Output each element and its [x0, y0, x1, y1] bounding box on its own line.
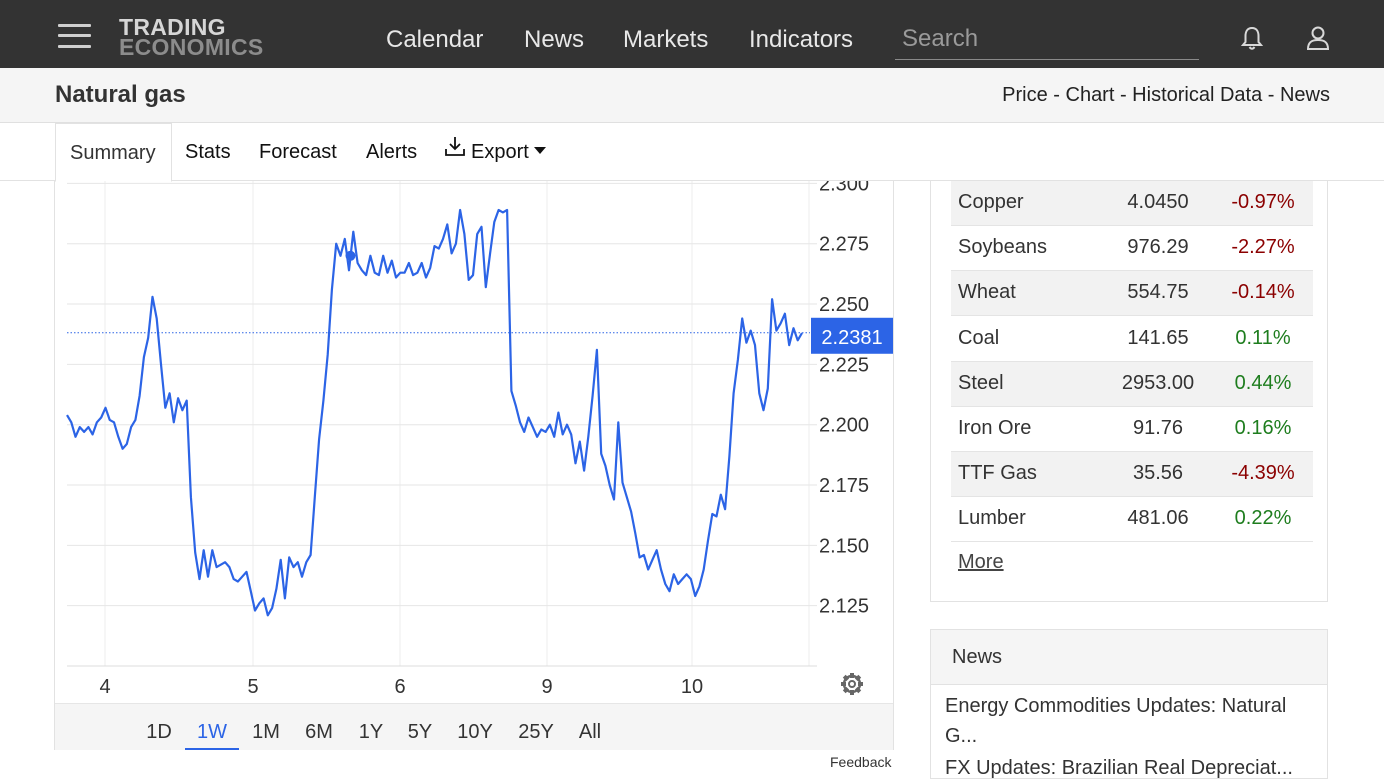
commodity-price: 141.65 [1127, 326, 1189, 349]
title-bar: Natural gas Price - Chart - Historical D… [0, 68, 1384, 123]
range-10y[interactable]: 10Y [457, 721, 493, 743]
range-selector: 1D 1W 1M 6M 1Y 5Y 10Y 25Y All [55, 703, 893, 750]
range-1d[interactable]: 1D [146, 721, 172, 743]
x-tick-label: 10 [681, 676, 703, 698]
range-25y[interactable]: 25Y [518, 721, 554, 743]
y-tick-label: 2.200 [819, 415, 869, 437]
y-tick-label: 2.300 [819, 181, 869, 195]
commodity-change: 0.44% [1234, 371, 1292, 394]
commodity-price: 481.06 [1127, 507, 1189, 530]
last-price-label: 2.2381 [821, 327, 882, 349]
range-1w[interactable]: 1W [185, 704, 239, 750]
tab-stats[interactable]: Stats [185, 141, 231, 163]
top-navbar: TRADING ECONOMICS Calendar News Markets … [0, 0, 1384, 68]
range-6m[interactable]: 6M [305, 721, 333, 743]
commodity-price: 91.76 [1132, 417, 1184, 439]
x-tick-label: 6 [394, 676, 405, 698]
commodity-name[interactable]: Copper [958, 191, 1024, 213]
x-tick-label: 5 [247, 676, 258, 698]
tab-export[interactable]: Export [444, 123, 546, 181]
y-tick-label: 2.175 [819, 475, 869, 497]
commodity-row[interactable]: Copper 4.0450 -0.97% [951, 181, 1313, 226]
commodity-price: 976.29 [1127, 236, 1189, 259]
y-tick-label: 2.150 [819, 535, 869, 557]
commodity-row[interactable]: Iron Ore 91.76 0.16% [951, 407, 1313, 452]
commodity-row[interactable]: TTF Gas 35.56 -4.39% [951, 452, 1313, 498]
commodity-name[interactable]: Iron Ore [958, 417, 1032, 439]
bell-icon[interactable] [1238, 24, 1266, 52]
settings-gear-icon[interactable] [841, 673, 863, 695]
commodity-change: 0.16% [1234, 417, 1292, 439]
nav-news[interactable]: News [524, 26, 585, 53]
nav-calendar[interactable]: Calendar [386, 26, 484, 53]
range-1m[interactable]: 1M [252, 721, 280, 743]
range-all[interactable]: All [578, 721, 602, 743]
commodity-change: -4.39% [1231, 462, 1295, 485]
feedback-link[interactable]: Feedback [830, 754, 892, 770]
chart-panel: 2.300 2.275 2.250 2.225 2.200 2.175 2.150 2.125… [54, 181, 894, 750]
nav-indicators[interactable]: Indicators [749, 26, 854, 53]
range-5y[interactable]: 5Y [407, 721, 433, 743]
series-marker [345, 250, 356, 261]
commodity-change: -0.14% [1231, 281, 1295, 304]
x-tick-label: 9 [541, 676, 552, 698]
commodity-name[interactable]: Steel [958, 371, 1004, 394]
search-box [895, 20, 1199, 60]
last-price-badge [811, 317, 893, 354]
logo[interactable]: TRADING ECONOMICS [119, 14, 281, 60]
caret-down-icon [533, 147, 546, 155]
menu-icon[interactable] [58, 24, 91, 48]
commodity-name[interactable]: Wheat [958, 281, 1016, 304]
y-tick-label: 2.225 [819, 354, 869, 376]
commodity-change: 0.11% [1235, 326, 1291, 349]
logo-line-1: TRADING [119, 14, 226, 40]
tab-alerts[interactable]: Alerts [366, 141, 418, 163]
tab-forecast[interactable]: Forecast [259, 141, 337, 163]
commodity-name[interactable]: Coal [958, 326, 1000, 349]
news-item[interactable]: Energy Commodities Updates: Natural G... [945, 695, 1287, 747]
commodity-name[interactable]: Lumber [958, 507, 1026, 530]
commodity-price: 35.56 [1132, 462, 1184, 485]
tab-summary[interactable]: Summary [55, 123, 172, 182]
y-tick-label: 2.275 [819, 234, 869, 256]
commodity-change: -0.97% [1231, 191, 1295, 213]
commodity-change: 0.22% [1234, 507, 1292, 530]
commodity-name[interactable]: TTF Gas [958, 462, 1037, 485]
commodity-row[interactable]: Steel 2953.00 0.44% [951, 361, 1313, 407]
nav-markets[interactable]: Markets [623, 26, 709, 53]
commodity-row[interactable]: Soybeans 976.29 -2.27% [951, 226, 1313, 272]
x-tick-label: 4 [99, 676, 110, 698]
y-tick-label: 2.250 [819, 294, 869, 316]
tab-bar: Summary Stats Forecast Alerts Export [0, 123, 1384, 182]
news-panel: News Energy Commodities Updates: Natural… [930, 629, 1328, 779]
range-1y[interactable]: 1Y [358, 721, 384, 743]
commodity-price: 2953.00 [1121, 371, 1195, 394]
y-tick-label: 2.125 [819, 596, 869, 618]
user-icon[interactable] [1304, 24, 1332, 52]
commodity-row[interactable]: Wheat 554.75 -0.14% [951, 271, 1313, 317]
price-series-line [66, 208, 803, 617]
commodity-name[interactable]: Soybeans [958, 236, 1047, 259]
commodity-row[interactable]: Coal 141.65 0.11% [951, 317, 1313, 362]
page-title: Natural gas [55, 81, 186, 108]
commodity-row[interactable]: Lumber 481.06 0.22% [951, 497, 1313, 543]
search-input[interactable] [895, 20, 1199, 58]
commodity-price: 4.0450 [1127, 191, 1189, 213]
more-link[interactable]: More [958, 551, 1004, 573]
commodities-panel: Copper 4.0450 -0.97% Soybeans 976.29 -2.27% Wh… [930, 181, 1328, 602]
price-chart[interactable]: 2.300 2.275 2.250 2.225 2.200 2.175 2.150 2.125… [55, 181, 893, 703]
commodity-price: 554.75 [1127, 281, 1189, 304]
section-links[interactable]: Price - Chart - Historical Data - News [1002, 84, 1330, 106]
news-heading: News [931, 630, 1327, 685]
news-item[interactable]: FX Updates: Brazilian Real Depreciat... [945, 757, 1293, 779]
download-icon [444, 122, 466, 180]
tab-export-label: Export [471, 141, 529, 163]
logo-line-2: ECONOMICS [119, 34, 264, 60]
commodity-change: -2.27% [1231, 236, 1295, 259]
